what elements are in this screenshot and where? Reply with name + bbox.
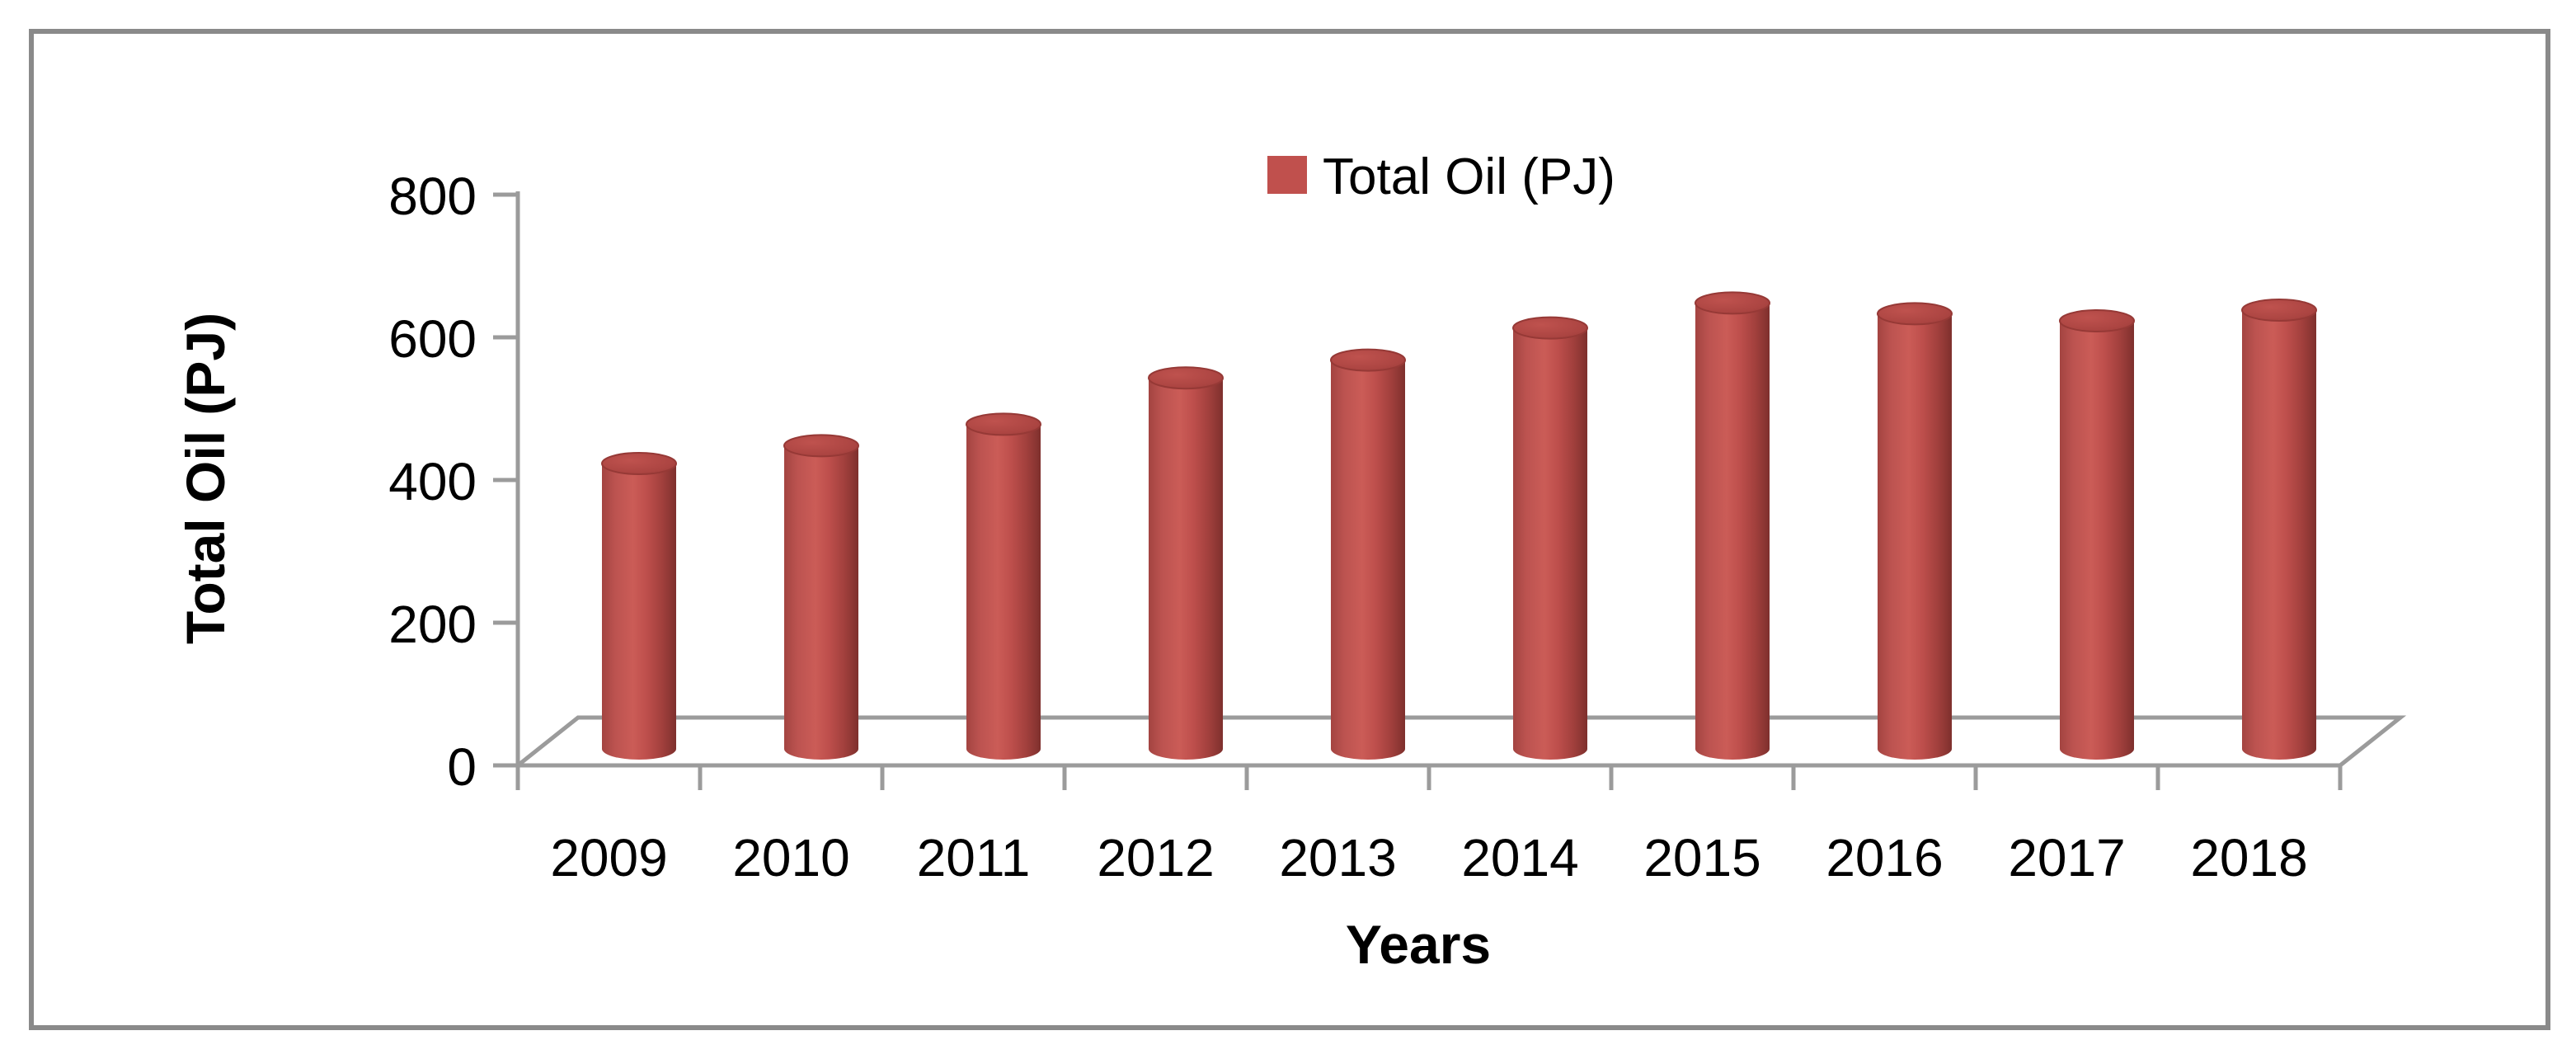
bar-cap xyxy=(601,452,677,475)
bar-2013 xyxy=(1330,348,1406,760)
bar-2012 xyxy=(1148,366,1224,760)
bar-2010 xyxy=(783,434,859,760)
bar-series xyxy=(601,291,2317,760)
x-tick-label: 2018 xyxy=(2190,828,2307,887)
bar-2011 xyxy=(966,412,1041,760)
y-tick-label: 600 xyxy=(388,309,477,369)
x-tick-label: 2009 xyxy=(550,828,667,887)
x-tick-label: 2013 xyxy=(1279,828,1396,887)
y-tick-label: 200 xyxy=(388,595,477,654)
bar-body xyxy=(2242,310,2316,760)
bar-2015 xyxy=(1695,291,1770,760)
axes xyxy=(493,191,2343,790)
bar-body xyxy=(784,445,858,760)
bar-body xyxy=(2060,321,2134,760)
legend-swatch xyxy=(1267,156,1307,194)
bar-2009 xyxy=(601,452,677,760)
legend: Total Oil (PJ) xyxy=(1267,148,1615,205)
x-tick-label: 2015 xyxy=(1643,828,1760,887)
y-tick-label: 400 xyxy=(388,452,477,511)
x-tick-label: 2010 xyxy=(732,828,849,887)
y-axis-title: Total Oil (PJ) xyxy=(175,313,236,644)
x-tick-label: 2014 xyxy=(1461,828,1578,887)
bar-cap xyxy=(966,412,1041,436)
x-axis-tick-labels: 2009 2010 2011 2012 2013 2014 2015 2016 2017 2018 xyxy=(550,828,2307,887)
bar-cap xyxy=(1148,366,1224,390)
legend-label: Total Oil (PJ) xyxy=(1323,148,1615,205)
y-tick-label: 0 xyxy=(447,737,477,797)
x-axis-title: Years xyxy=(1346,914,1491,975)
chart-border xyxy=(29,29,2550,1030)
x-tick-label: 2011 xyxy=(917,828,1031,887)
bar-cap xyxy=(1512,316,1588,340)
y-axis-tick-labels: 0 200 400 600 800 xyxy=(388,167,477,797)
bar-body xyxy=(1331,360,1405,760)
bar-body xyxy=(1513,327,1587,760)
y-tick-label: 800 xyxy=(388,167,477,226)
bar-2017 xyxy=(2059,309,2135,760)
bar-cap xyxy=(1877,302,1953,326)
bar-cap xyxy=(783,434,859,458)
bar-2018 xyxy=(2241,299,2317,760)
bar-cap xyxy=(1695,291,1770,315)
bar-body xyxy=(966,424,1041,760)
bar-body xyxy=(1695,303,1770,760)
bar-2016 xyxy=(1877,302,1953,760)
bar-cap xyxy=(2241,299,2317,322)
bar-cap xyxy=(1330,348,1406,372)
bar-cap xyxy=(2059,309,2135,332)
bar-body xyxy=(602,464,676,760)
bar-body xyxy=(1149,378,1223,760)
x-tick-label: 2017 xyxy=(2008,828,2125,887)
x-tick-label: 2012 xyxy=(1097,828,1214,887)
x-tick-label: 2016 xyxy=(1826,828,1943,887)
bar-body xyxy=(1878,313,1952,760)
bar-2014 xyxy=(1512,316,1588,760)
